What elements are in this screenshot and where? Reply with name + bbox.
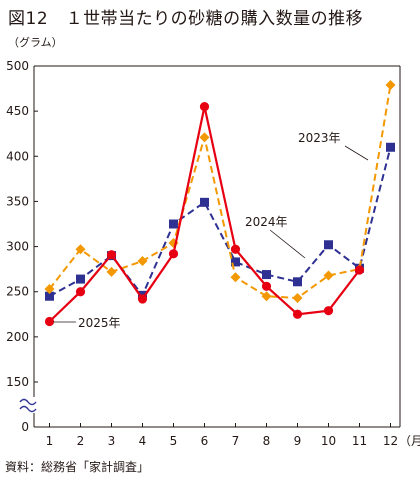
data-point-2024年 [199,132,210,143]
chart-series [44,79,396,327]
x-tick-label: 12 [383,434,398,448]
axis-break-wave [19,405,37,413]
axis-break-wave [19,398,37,406]
data-point-2025年 [137,294,148,304]
data-point-2024年 [230,272,241,283]
axis-break-mask [18,397,40,413]
data-point-2025年 [292,309,303,319]
leader-line-2023年 [344,145,369,161]
series-line-2023年 [49,147,392,298]
data-point-2023年 [262,270,271,280]
x-tick-label: 11 [352,434,367,448]
axis-break-symbol [18,397,40,413]
data-point-2024年 [137,256,148,267]
data-point-2024年 [292,293,303,304]
x-tick-label: 2 [77,434,85,448]
x-tick-label: 1 [46,434,54,448]
x-tick-label: 8 [263,434,271,448]
x-tick-label: 10 [321,434,336,448]
series-label-2025年: 2025年 [78,316,121,330]
data-point-2025年 [168,249,179,259]
x-tick-label: 3 [108,434,116,448]
data-point-2024年 [261,291,272,302]
data-point-2023年 [293,277,302,287]
data-point-2023年 [76,274,85,284]
data-point-2023年 [200,197,209,207]
data-point-2023年 [45,291,54,301]
y-tick-label: 500 [6,59,29,73]
x-tick-label: 6 [201,434,209,448]
series-2023年 [45,142,395,301]
y-tick-label: 0 [21,420,29,434]
series-2025年 [44,102,365,327]
data-point-2023年 [324,240,333,250]
series-line-2024年 [48,84,392,300]
y-tick-label: 300 [6,240,29,254]
source-note: 資料：総務省「家計調査」 [5,460,150,474]
series-label-2024年: 2024年 [245,215,288,229]
series-label-2023年: 2023年 [298,131,341,145]
data-point-2025年 [230,244,241,254]
data-point-2024年 [106,266,117,277]
x-tick-label: 9 [294,434,302,448]
data-point-2025年 [44,316,55,327]
data-point-2023年 [169,219,178,229]
x-tick-label: 7 [232,434,240,448]
data-point-2025年 [199,102,210,112]
data-point-2023年 [231,257,240,267]
data-point-2024年 [385,79,396,90]
y-tick-label: 450 [6,104,29,118]
y-tick-label: 200 [6,330,29,344]
data-point-2025年 [106,250,117,260]
y-tick-label: 150 [6,375,29,389]
data-point-2024年 [323,270,334,281]
data-point-2025年 [75,287,86,297]
series-2024年 [44,79,396,304]
data-point-2025年 [354,265,365,275]
data-point-2025年 [261,281,272,291]
data-point-2024年 [75,244,86,255]
y-tick-label: 400 [6,149,29,163]
y-tick-label: 250 [6,285,29,299]
chart-title: 図12 １世帯当たりの砂糖の購入数量の推移 [8,9,364,29]
x-axis-label: （月） [399,434,420,448]
y-axis-label: （グラム） [8,36,63,49]
y-tick-label: 350 [6,194,29,208]
chart-annotations: 2023年 2024年 2025年 [53,131,369,330]
x-tick-label: 5 [170,434,178,448]
data-point-2023年 [386,142,395,152]
data-point-2024年 [44,284,55,295]
x-tick-label: 4 [139,434,147,448]
data-point-2025年 [323,306,334,316]
leader-line-2024年 [269,229,306,259]
